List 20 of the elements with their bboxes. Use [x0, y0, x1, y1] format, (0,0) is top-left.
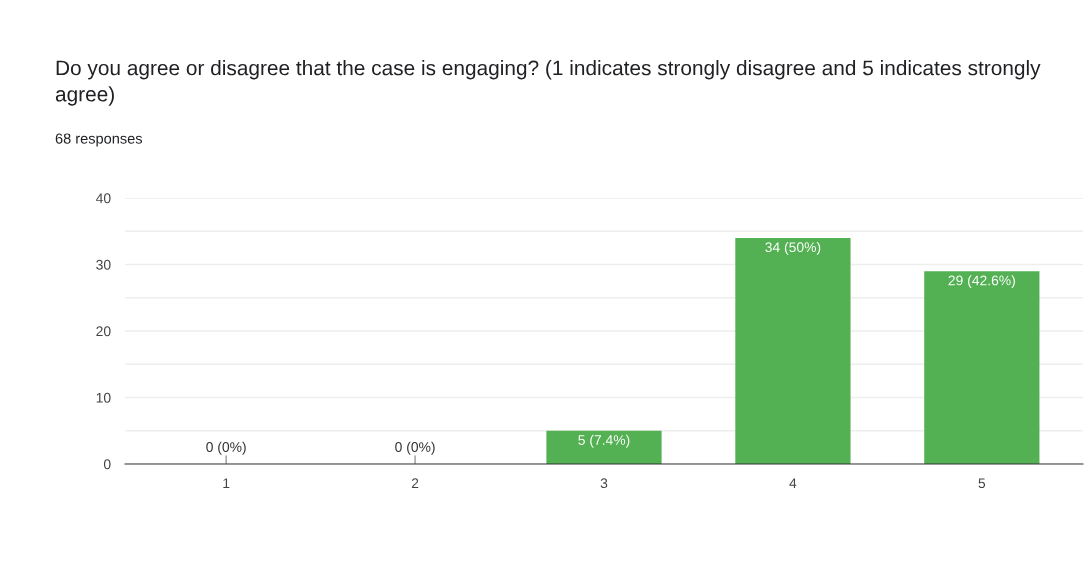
y-tick-label: 0: [103, 459, 111, 470]
x-tick-label: 1: [223, 478, 230, 488]
data-label: 29 (42.6%): [948, 275, 1015, 289]
x-tick-label: 2: [411, 478, 419, 488]
x-tick-label: 5: [978, 478, 986, 489]
y-tick-label: 30: [96, 259, 111, 270]
x-tick-label: 4: [789, 478, 797, 488]
y-tick-label: 10: [96, 392, 111, 403]
y-tick-label: 40: [95, 193, 111, 204]
bar: [735, 237, 851, 464]
data-label: 0 (0%): [206, 441, 246, 455]
data-label: 34 (50%): [765, 241, 821, 255]
chart-title: Do you agree or disagree that the case is engaging? (1 indicates strongly disagree and 5 indicates strongly agree): [55, 60, 1041, 106]
chart-subtitle: 68 responses: [55, 133, 143, 147]
bar: [546, 430, 662, 464]
bar: [924, 271, 1040, 464]
data-label: 5 (7.4%): [578, 434, 630, 448]
data-label: 0 (0%): [395, 441, 435, 455]
y-tick-label: 20: [96, 326, 111, 337]
x-tick-label: 3: [600, 478, 608, 489]
